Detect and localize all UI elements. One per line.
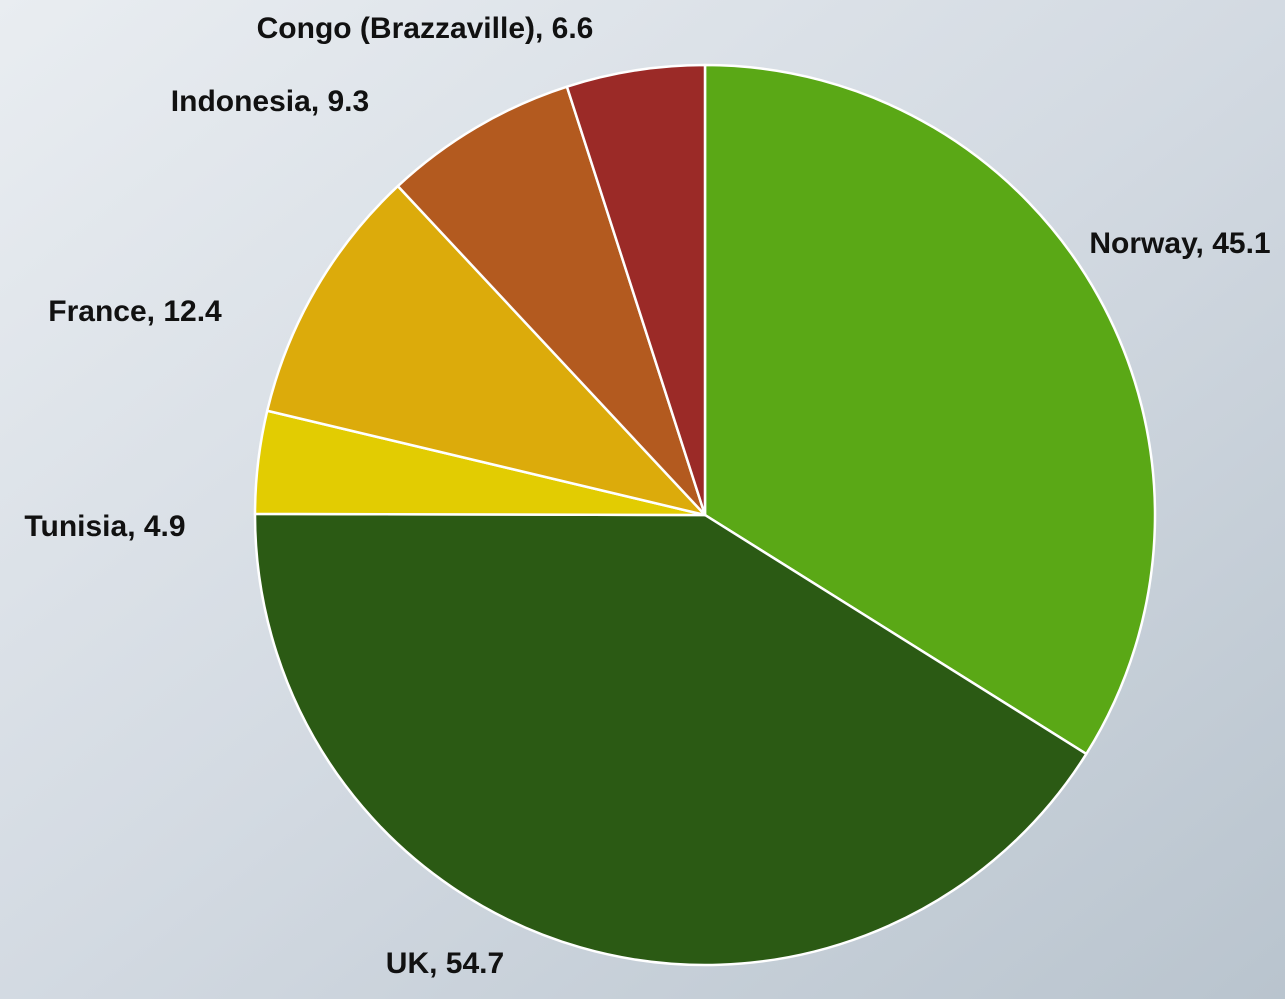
chart: Norway, 45.1 UK, 54.7 Tunisia, 4.9 France, … <box>0 0 1285 999</box>
pie <box>255 65 1155 965</box>
data-label: Indonesia, 9.3 <box>171 85 369 118</box>
data-label: UK, 54.7 <box>386 947 504 980</box>
data-label: France, 12.4 <box>48 295 222 328</box>
data-label: Congo (Brazzaville), 6.6 <box>257 12 594 45</box>
data-label: Tunisia, 4.9 <box>24 510 185 543</box>
data-label: Norway, 45.1 <box>1089 227 1270 260</box>
